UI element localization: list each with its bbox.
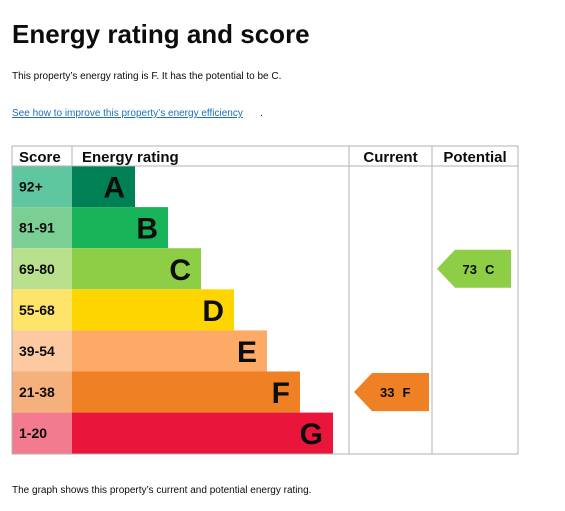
band-letter-a: A: [103, 172, 125, 205]
score-cell-b: [12, 207, 72, 249]
score-range-c: 69-80: [19, 261, 55, 277]
chart-caption: The graph shows this property’s current …: [12, 485, 312, 496]
chart-grid: [11, 145, 519, 455]
score-range-d: 55-68: [19, 302, 55, 318]
band-bar-f: [72, 371, 300, 413]
potential-rating-value: 73: [463, 262, 477, 277]
header-score: Score: [19, 149, 61, 166]
score-cell-c: [12, 248, 72, 290]
band-bar-e: [72, 330, 267, 372]
score-cell-a: [12, 166, 72, 208]
potential-rating-arrow: [437, 249, 511, 288]
score-cell-f: [12, 371, 72, 413]
band-bar-a: [72, 166, 135, 208]
rating-arrows: 33 F 73 C: [354, 249, 511, 412]
band-bar-b: [72, 207, 168, 249]
score-cell-d: [12, 289, 72, 331]
band-letter-c: C: [169, 254, 191, 287]
band-bar-g: [72, 412, 333, 454]
link-period: .: [260, 108, 263, 119]
band-letter-f: F: [272, 377, 290, 410]
potential-rating-letter: C: [485, 262, 495, 277]
band-letter-e: E: [237, 336, 257, 369]
score-cell-e: [12, 330, 72, 372]
score-range-f: 21-38: [19, 384, 55, 400]
chart-frame: [11, 145, 519, 455]
score-range-g: 1-20: [19, 425, 47, 441]
score-cell-g: [12, 412, 72, 454]
page-title: Energy rating and score: [12, 19, 310, 49]
score-range-a: 92+: [19, 179, 43, 195]
current-rating-letter: F: [403, 385, 411, 400]
band-bar-c: [72, 248, 201, 290]
bands-layer: 92+ A 81-91 B 69-80 C 55-68 D 39-54 E 21-38 F 1-20 G: [12, 166, 333, 454]
rating-summary: This property’s energy rating is F. It h…: [12, 71, 282, 82]
band-letter-d: D: [202, 295, 224, 328]
score-range-e: 39-54: [19, 343, 55, 359]
current-rating-arrow: [354, 373, 429, 412]
band-letter-b: B: [136, 213, 158, 246]
header-potential: Potential: [443, 149, 506, 166]
header-energy-rating: Energy rating: [82, 149, 179, 166]
band-bar-d: [72, 289, 234, 331]
band-letter-g: G: [300, 418, 323, 451]
current-rating-value: 33: [380, 385, 394, 400]
score-range-b: 81-91: [19, 220, 55, 236]
improve-efficiency-link[interactable]: See how to improve this property’s energ…: [12, 108, 243, 119]
header-current: Current: [363, 149, 417, 166]
